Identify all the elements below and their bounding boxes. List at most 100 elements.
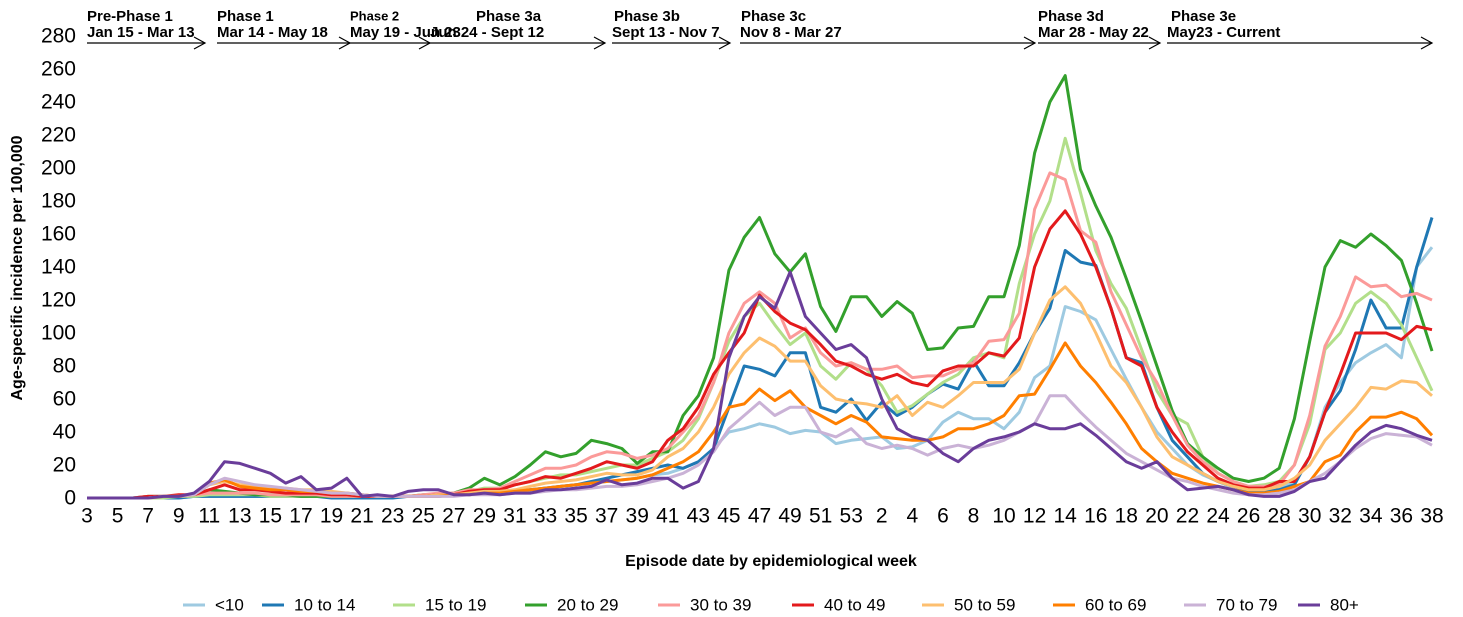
series-line [87, 74, 1434, 500]
legend-label: 70 to 79 [1216, 595, 1277, 614]
legend-label: 10 to 14 [294, 595, 355, 614]
legend-label: <10 [215, 595, 244, 614]
phase-title: Pre-Phase 1 [87, 8, 173, 25]
x-tick-label: 35 [564, 505, 587, 528]
legend-label: 15 to 19 [425, 595, 486, 614]
y-tick-label: 0 [64, 487, 76, 510]
phase-arrowhead [1148, 36, 1162, 50]
x-tick-label: 45 [717, 505, 740, 528]
y-tick-label: 140 [41, 256, 76, 279]
phase-dates: May 19 - Jun 23 [350, 24, 461, 41]
phase-dates: Jan 15 - Mar 13 [87, 24, 195, 41]
phase-dates: Sept 13 - Nov 7 [612, 24, 720, 41]
phase-arrowhead [718, 36, 732, 50]
phase-arrowhead [1023, 36, 1037, 50]
x-tick-label: 53 [840, 505, 863, 528]
x-tick-label: 17 [289, 505, 312, 528]
x-tick-label: 2 [876, 505, 888, 528]
x-tick-label: 20 [1145, 505, 1168, 528]
legend-label: 50 to 59 [954, 595, 1015, 614]
x-tick-label: 37 [595, 505, 618, 528]
y-tick-label: 160 [41, 223, 76, 246]
x-tick-label: 36 [1390, 505, 1413, 528]
phase-title: Phase 3e [1171, 8, 1236, 25]
legend-label: 20 to 29 [557, 595, 618, 614]
x-tick-label: 31 [503, 505, 526, 528]
legend-label: 40 to 49 [824, 595, 885, 614]
x-tick-label: 25 [412, 505, 435, 528]
legend-label: 60 to 69 [1085, 595, 1146, 614]
phase-arrowhead [593, 36, 607, 50]
y-axis-title: Age-specific incidence per 100,000 [9, 135, 26, 400]
phase-dates: Mar 28 - May 22 [1038, 24, 1149, 41]
phase-title: Phase 3c [741, 8, 806, 25]
series-line [87, 270, 1433, 500]
x-tick-label: 8 [968, 505, 980, 528]
y-tick-label: 260 [41, 58, 76, 81]
x-tick-label: 4 [906, 505, 918, 528]
y-tick-label: 240 [41, 91, 76, 114]
x-tick-label: 24 [1206, 505, 1230, 528]
x-tick-label: 6 [937, 505, 949, 528]
phase-title: Phase 3b [614, 8, 680, 25]
x-tick-label: 18 [1115, 505, 1138, 528]
x-tick-label: 16 [1084, 505, 1107, 528]
x-tick-label: 27 [442, 505, 465, 528]
x-tick-label: 7 [142, 505, 154, 528]
phase-dates: Jun 24 - Sept 12 [430, 24, 544, 41]
x-tick-label: 23 [381, 505, 404, 528]
x-tick-label: 11 [198, 505, 220, 528]
y-tick-label: 40 [53, 421, 76, 444]
series-line [87, 285, 1433, 500]
x-tick-label: 51 [809, 505, 832, 528]
x-tick-label: 9 [173, 505, 185, 528]
legend-label: 30 to 39 [690, 595, 751, 614]
y-tick-label: 180 [41, 190, 76, 213]
x-tick-label: 38 [1420, 505, 1443, 528]
x-tick-label: 22 [1176, 505, 1199, 528]
x-tick-label: 13 [228, 505, 251, 528]
y-tick-label: 120 [41, 289, 76, 312]
x-tick-label: 15 [259, 505, 282, 528]
y-tick-label: 80 [53, 355, 76, 378]
x-tick-label: 49 [778, 505, 801, 528]
y-tick-label: 100 [41, 322, 76, 345]
series-line [87, 209, 1433, 500]
x-tick-label: 34 [1359, 505, 1383, 528]
series-line [87, 171, 1433, 500]
x-tick-label: 33 [534, 505, 557, 528]
x-tick-label: 19 [320, 505, 343, 528]
phase-arrowhead [1420, 36, 1434, 50]
series-line [87, 136, 1434, 500]
x-tick-label: 39 [626, 505, 649, 528]
phase-dates: Nov 8 - Mar 27 [740, 24, 842, 41]
x-tick-label: 12 [1023, 505, 1046, 528]
phase-dates: Mar 14 - May 18 [217, 24, 328, 41]
legend-label: 80+ [1330, 595, 1359, 614]
x-tick-label: 29 [473, 505, 496, 528]
y-tick-label: 60 [53, 388, 76, 411]
x-tick-label: 47 [748, 505, 771, 528]
phase-title: Phase 3a [476, 8, 542, 25]
phase-title: Phase 2 [350, 8, 399, 23]
x-tick-label: 26 [1237, 505, 1260, 528]
series-line [87, 246, 1434, 500]
x-tick-label: 10 [992, 505, 1015, 528]
x-tick-label: 43 [687, 505, 710, 528]
y-tick-label: 280 [41, 25, 76, 48]
series-line [87, 217, 1434, 500]
x-tick-label: 32 [1329, 505, 1352, 528]
phase-arrowhead [193, 36, 207, 50]
x-axis-title: Episode date by epidemiological week [625, 553, 917, 570]
phase-title: Phase 3d [1038, 8, 1104, 25]
y-tick-label: 200 [41, 157, 76, 180]
x-tick-label: 14 [1054, 505, 1078, 528]
y-tick-label: 220 [41, 124, 76, 147]
x-tick-label: 21 [350, 505, 373, 528]
x-tick-label: 5 [112, 505, 124, 528]
x-tick-label: 41 [656, 505, 679, 528]
x-tick-label: 28 [1267, 505, 1290, 528]
phase-dates: May23 - Current [1167, 24, 1280, 41]
x-tick-label: 30 [1298, 505, 1321, 528]
